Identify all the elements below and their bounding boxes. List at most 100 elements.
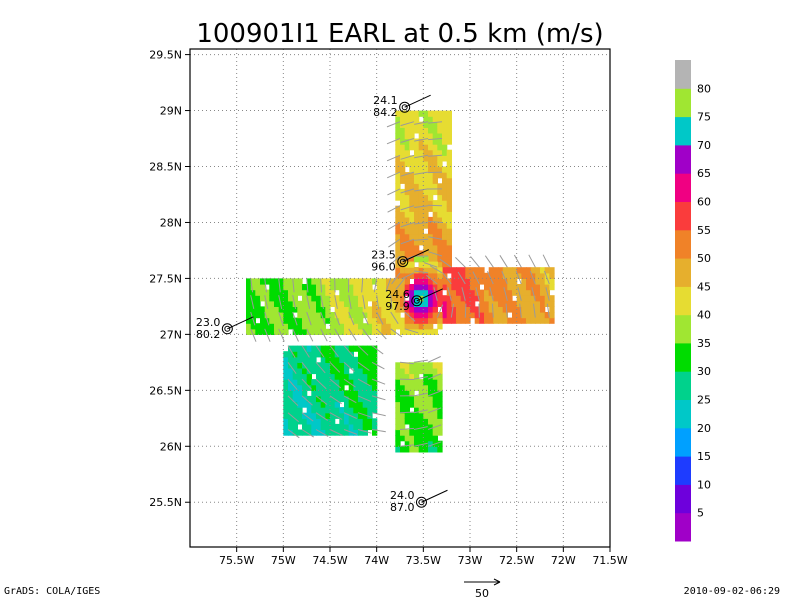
wind-vector: [545, 287, 550, 301]
wind-cell: [512, 300, 518, 307]
wind-cell: [418, 418, 424, 425]
wind-cell: [395, 267, 401, 274]
wind-cell: [479, 306, 485, 313]
wind-cell: [362, 429, 368, 436]
wind-cell: [442, 295, 448, 302]
wind-cell: [432, 429, 438, 436]
wind-cell: [474, 278, 480, 285]
wind-cell: [442, 278, 448, 285]
wind-cell: [521, 306, 527, 313]
wind-vector: [292, 295, 297, 310]
wind-cell: [428, 384, 434, 391]
wind-cell: [330, 384, 336, 391]
wind-cell: [353, 345, 359, 352]
wind-cell: [358, 379, 364, 386]
wind-cell: [437, 395, 443, 403]
wind-cell: [460, 295, 466, 302]
wind-cell: [549, 312, 555, 319]
wind-cell: [432, 261, 438, 268]
wind-cell: [428, 323, 434, 330]
wind-vector: [499, 255, 508, 268]
wind-cell: [526, 312, 532, 319]
colorbar-label: 30: [697, 365, 711, 378]
wind-cell: [344, 418, 350, 425]
wind-cell: [409, 183, 415, 190]
wind-cell: [414, 149, 420, 156]
wind-cell: [395, 261, 401, 268]
wind-vector: [329, 412, 343, 420]
wind-cell: [442, 284, 448, 291]
wind-cell: [246, 312, 252, 319]
wind-cell: [400, 317, 406, 324]
wind-cell: [414, 272, 420, 279]
wind-cell: [470, 278, 476, 285]
wind-cell: [442, 261, 448, 268]
wind-cell: [418, 194, 424, 201]
wind-cell: [549, 284, 555, 291]
wind-cell: [395, 244, 401, 251]
wind-cell: [414, 160, 420, 168]
wind-cell: [386, 289, 392, 296]
wind-cell: [414, 429, 420, 436]
wind-cell: [423, 205, 429, 212]
wind-cell: [404, 306, 410, 313]
wind-cell: [432, 149, 438, 156]
wind-cell: [372, 278, 378, 285]
wind-vector: [329, 395, 342, 405]
colorbar-swatch: [675, 427, 691, 457]
wind-cell: [311, 345, 317, 352]
wind-cell: [428, 312, 434, 319]
wind-cell: [418, 149, 424, 156]
wind-cell: [278, 306, 284, 313]
wind-cell: [432, 127, 438, 134]
wind-cell: [409, 267, 415, 274]
wind-vector: [343, 395, 357, 404]
wind-cell: [325, 423, 331, 431]
wind-cell: [451, 267, 457, 274]
wind-cell: [395, 429, 401, 436]
wind-cell: [423, 188, 429, 196]
wind-cell: [316, 373, 322, 380]
wind-cell: [404, 172, 410, 179]
wind-cell: [404, 390, 410, 397]
wind-cell: [414, 395, 420, 403]
wind-cell: [493, 284, 499, 291]
wind-cell: [428, 250, 434, 257]
wind-cell: [292, 407, 298, 414]
wind-cell: [400, 306, 406, 313]
wind-cell: [395, 205, 401, 212]
wind-cell: [292, 306, 298, 313]
wind-cell: [292, 328, 298, 335]
wind-cell: [437, 166, 443, 173]
wind-cell: [428, 306, 434, 313]
x-tick-label: 72.5W: [499, 554, 534, 567]
wind-cell: [381, 289, 387, 296]
wind-cell: [544, 312, 550, 319]
wind-cell: [330, 295, 336, 302]
wind-cell: [428, 435, 434, 442]
wind-cell: [320, 295, 326, 302]
wind-cell: [339, 418, 345, 425]
wind-cell: [507, 278, 513, 285]
wind-cell: [432, 121, 438, 128]
wind-cell: [409, 373, 415, 380]
wind-vector: [542, 254, 550, 268]
wind-cell: [339, 412, 345, 419]
wind-cell: [465, 289, 471, 296]
wind-cell: [404, 284, 410, 291]
vector-scale: 50: [464, 578, 501, 600]
wind-cell: [535, 278, 541, 285]
wind-cell: [432, 379, 438, 386]
wind-cell: [418, 446, 424, 453]
wind-cell: [334, 367, 340, 375]
wind-cell: [367, 407, 373, 414]
wind-cell: [381, 328, 387, 335]
wind-vector: [414, 171, 429, 175]
wind-cell: [423, 110, 429, 117]
wind-cell: [437, 144, 443, 151]
wind-cell: [274, 317, 280, 324]
wind-cell: [292, 418, 298, 425]
wind-cell: [292, 423, 298, 431]
wind-cell: [334, 423, 340, 431]
wind-cell: [372, 423, 378, 431]
